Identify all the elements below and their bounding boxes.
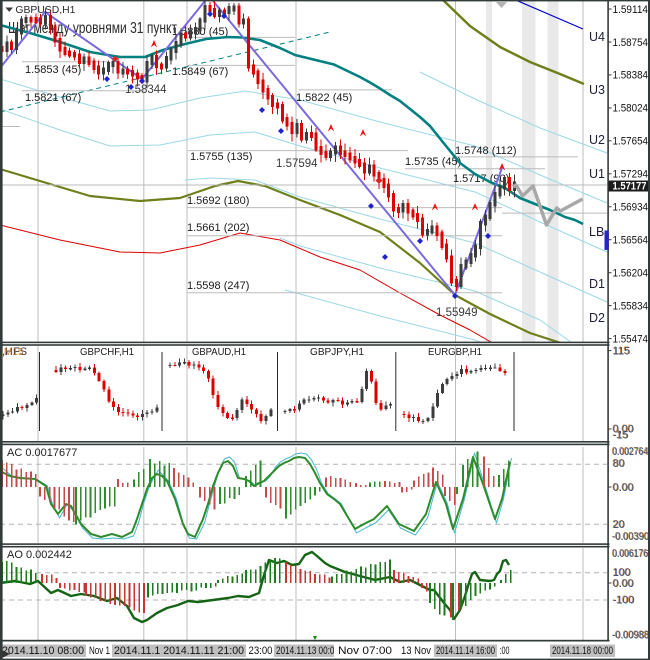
svg-text:1.5598 (247): 1.5598 (247) bbox=[187, 280, 249, 292]
svg-text:100: 100 bbox=[612, 567, 630, 579]
svg-text:-100: -100 bbox=[612, 594, 634, 606]
svg-text:2014.11.13 00:00: 2014.11.13 00:00 bbox=[276, 645, 339, 657]
svg-text:1.57654: 1.57654 bbox=[613, 136, 649, 148]
svg-text:1.5748 (112): 1.5748 (112) bbox=[455, 145, 517, 157]
svg-text:D2: D2 bbox=[589, 311, 605, 325]
svg-text:1.5821 (67): 1.5821 (67) bbox=[25, 92, 81, 104]
svg-text:0.00: 0.00 bbox=[612, 481, 633, 493]
svg-text:1.58384: 1.58384 bbox=[613, 70, 649, 82]
svg-text:EURGBP,H1: EURGBP,H1 bbox=[428, 346, 482, 358]
svg-text:1.55474: 1.55474 bbox=[613, 333, 649, 345]
svg-text:0.002764: 0.002764 bbox=[613, 446, 649, 458]
svg-text:1.57294: 1.57294 bbox=[613, 169, 649, 181]
svg-text:0,00: 0,00 bbox=[613, 424, 634, 436]
svg-text:100: 100 bbox=[613, 567, 631, 579]
svg-text:,HFS: ,HFS bbox=[2, 346, 27, 358]
svg-text:80: 80 bbox=[612, 458, 624, 470]
svg-text::00: :00 bbox=[500, 645, 510, 657]
svg-text:-15: -15 bbox=[612, 429, 628, 441]
svg-text:20: 20 bbox=[613, 519, 625, 531]
svg-text:Nov 07:00: Nov 07:00 bbox=[338, 645, 392, 657]
svg-text:0.00: 0.00 bbox=[612, 577, 633, 589]
svg-text:D1: D1 bbox=[589, 277, 605, 291]
svg-text:Nov 1: Nov 1 bbox=[89, 645, 110, 657]
svg-text:1.5661 (202): 1.5661 (202) bbox=[187, 222, 249, 234]
svg-text:1.5735 (45): 1.5735 (45) bbox=[405, 156, 461, 168]
svg-text:20: 20 bbox=[612, 519, 624, 531]
svg-text:-15: -15 bbox=[613, 430, 629, 442]
svg-text:-0.00988: -0.00988 bbox=[613, 630, 650, 642]
svg-text:1.58344: 1.58344 bbox=[125, 84, 167, 96]
svg-text:0,00: 0,00 bbox=[612, 423, 633, 435]
svg-text:2014.11.14 16:00: 2014.11.14 16:00 bbox=[436, 645, 495, 657]
svg-text:-100: -100 bbox=[613, 595, 635, 607]
svg-text:1.56934: 1.56934 bbox=[613, 202, 649, 214]
svg-text:1.58024: 1.58024 bbox=[613, 103, 649, 115]
svg-text:0.00: 0.00 bbox=[613, 578, 634, 590]
svg-text:1.58754: 1.58754 bbox=[613, 37, 649, 49]
svg-text:0.002764: 0.002764 bbox=[612, 446, 648, 458]
svg-text:2014.11.10 08:00: 2014.11.10 08:00 bbox=[2, 645, 84, 657]
svg-text:1.59114: 1.59114 bbox=[613, 4, 649, 16]
svg-text:M15: M15 bbox=[4, 347, 24, 358]
svg-text:0.00: 0.00 bbox=[613, 482, 634, 494]
svg-text:GBPAUD,H1: GBPAUD,H1 bbox=[192, 346, 246, 358]
svg-text:U3: U3 bbox=[589, 83, 605, 97]
svg-text:1.57177: 1.57177 bbox=[613, 181, 647, 193]
svg-text:1.5717 (90): 1.5717 (90) bbox=[453, 173, 509, 185]
svg-text:0.006176: 0.006176 bbox=[612, 548, 648, 560]
svg-text:GBPUSD,H1: GBPUSD,H1 bbox=[15, 4, 75, 16]
svg-text:-0.00988: -0.00988 bbox=[612, 629, 649, 641]
svg-text:1.56204: 1.56204 bbox=[613, 268, 649, 280]
svg-text:-0.00390: -0.00390 bbox=[612, 531, 649, 543]
svg-text:1.56564: 1.56564 bbox=[613, 235, 649, 247]
svg-text:U2: U2 bbox=[589, 133, 605, 147]
svg-text:80: 80 bbox=[613, 458, 625, 470]
svg-text:1.5849 (67): 1.5849 (67) bbox=[172, 66, 228, 78]
svg-text:1.5755 (135): 1.5755 (135) bbox=[190, 151, 252, 163]
svg-text:115: 115 bbox=[613, 345, 630, 357]
svg-text:U4: U4 bbox=[589, 30, 605, 44]
svg-text:1.5822 (45): 1.5822 (45) bbox=[296, 92, 352, 104]
svg-text:2014.11.1 2014.11.11 21:00: 2014.11.1 2014.11.11 21:00 bbox=[114, 645, 244, 657]
svg-text:-0.00390: -0.00390 bbox=[613, 531, 650, 543]
svg-text:1.55949: 1.55949 bbox=[436, 307, 478, 319]
svg-text:1.5853 (45): 1.5853 (45) bbox=[25, 64, 81, 76]
svg-text:1.55834: 1.55834 bbox=[613, 300, 649, 312]
svg-text:LB: LB bbox=[589, 225, 604, 239]
svg-text:AO 0.002442: AO 0.002442 bbox=[7, 549, 72, 561]
svg-text:23:00: 23:00 bbox=[249, 645, 273, 657]
svg-text:AC 0.0017677: AC 0.0017677 bbox=[7, 447, 77, 459]
svg-text:2014.11.18 00:00: 2014.11.18 00:00 bbox=[552, 645, 613, 657]
svg-text:1.5692 (180): 1.5692 (180) bbox=[187, 195, 249, 207]
svg-text:GBPCHF,H1: GBPCHF,H1 bbox=[80, 346, 134, 358]
svg-text:0.006176: 0.006176 bbox=[613, 548, 649, 560]
svg-text:1.57594: 1.57594 bbox=[276, 158, 318, 170]
svg-text:115: 115 bbox=[612, 345, 629, 357]
svg-text:GBPJPY,H1: GBPJPY,H1 bbox=[310, 346, 364, 358]
svg-text:13 Nov: 13 Nov bbox=[401, 645, 431, 657]
svg-text:U1: U1 bbox=[589, 167, 605, 181]
